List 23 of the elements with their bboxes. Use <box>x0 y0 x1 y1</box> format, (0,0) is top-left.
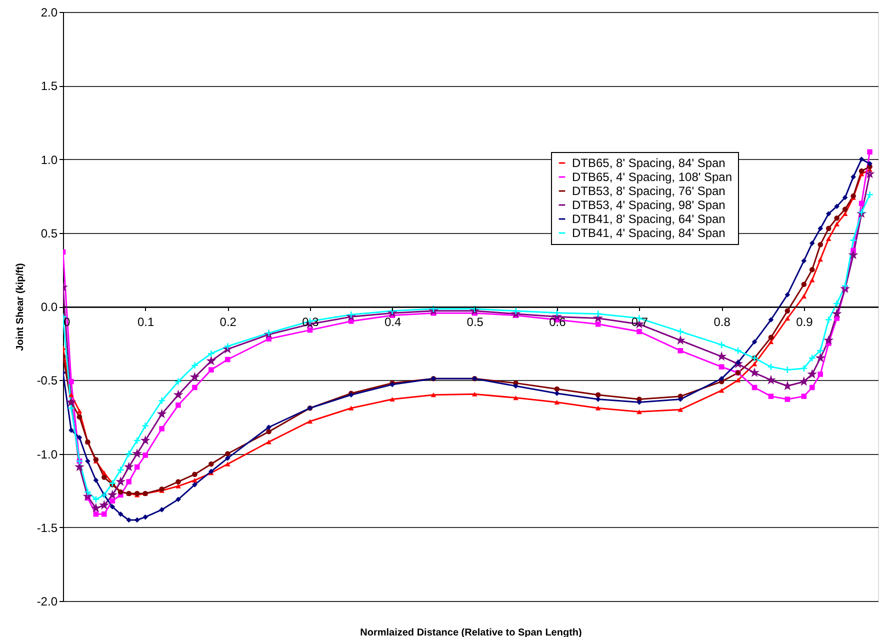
y-axis-title: Joint Shear (kip/ft) <box>14 263 26 351</box>
y-tick-label: 2.0 <box>40 6 58 20</box>
legend-label: DTB53, 8' Spacing, 76' Span <box>572 184 726 198</box>
x-tick-label: 0 <box>64 315 70 329</box>
x-tick-label: 0.5 <box>466 315 484 329</box>
y-tick-label: -1.5 <box>36 520 58 535</box>
y-tick-label: -0.5 <box>36 374 58 388</box>
x-tick-label: 0.1 <box>137 315 154 329</box>
legend-label: DTB65, 8' Spacing, 84' Span <box>572 156 726 170</box>
y-tick-label: -2.0 <box>36 594 58 608</box>
y-tick-label: 0.5 <box>40 226 58 240</box>
x-tick-label: 0.2 <box>220 315 237 329</box>
legend-label: DTB65, 4' Spacing, 108' Span <box>572 170 732 184</box>
x-tick-label: 0.4 <box>384 315 402 329</box>
legend-label: DTB53, 4' Spacing, 98' Span <box>572 198 726 212</box>
y-tick-label: -1.0 <box>36 447 58 462</box>
y-tick-label: 1.0 <box>40 152 58 167</box>
y-tick-label: 0.0 <box>40 300 58 314</box>
x-tick-label: 0.8 <box>714 315 731 329</box>
y-tick-label: 1.5 <box>40 79 58 94</box>
x-tick-label: 0.9 <box>796 315 814 329</box>
legend-label: DTB41, 8' Spacing, 64' Span <box>572 212 726 226</box>
legend-label: DTB41, 4' Spacing, 84' Span <box>572 226 726 240</box>
